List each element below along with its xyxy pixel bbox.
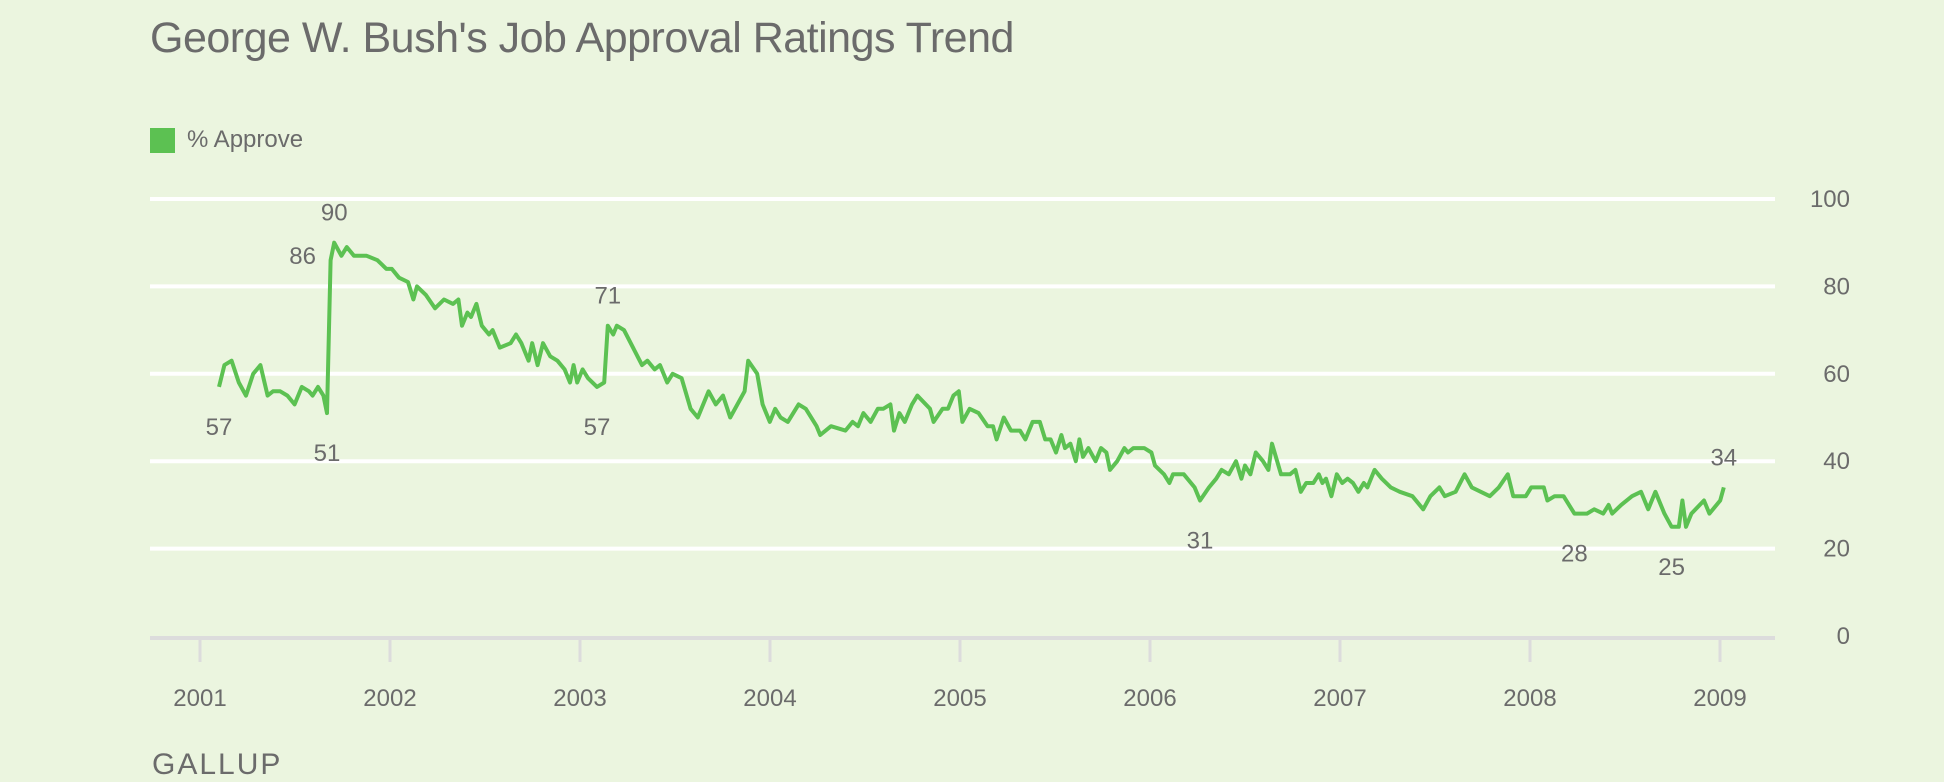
x-tick-label: 2004 (743, 685, 796, 712)
series-line-approve (217, 240, 1726, 529)
data-label: 34 (1710, 444, 1737, 471)
data-label: 71 (594, 283, 621, 310)
data-label: 28 (1561, 541, 1588, 568)
y-tick-label: 100 (1810, 186, 1850, 213)
x-tick-label: 2001 (173, 685, 226, 712)
legend-label-approve: % Approve (187, 126, 304, 153)
chart-title: George W. Bush's Job Approval Ratings Tr… (150, 14, 1014, 62)
y-tick-label: 60 (1823, 361, 1850, 388)
y-tick-label: 0 (1837, 623, 1850, 650)
data-label: 90 (321, 200, 348, 227)
x-tick-label: 2005 (933, 685, 986, 712)
y-tick-label: 20 (1823, 536, 1850, 563)
gridlines (150, 197, 1775, 551)
source-label: GALLUP (152, 748, 283, 781)
data-label: 31 (1187, 528, 1214, 555)
x-tick-label: 2007 (1313, 685, 1366, 712)
x-tick-label: 2006 (1123, 685, 1176, 712)
data-label: 57 (584, 414, 611, 441)
legend: % Approve (150, 126, 303, 154)
x-axis (150, 636, 1775, 662)
y-tick-label: 80 (1823, 273, 1850, 300)
x-tick-label: 2008 (1503, 685, 1556, 712)
x-tick-label: 2002 (363, 685, 416, 712)
legend-swatch-approve (150, 127, 175, 153)
series-approve (217, 240, 1726, 529)
x-tick-label: 2009 (1693, 685, 1746, 712)
data-label: 25 (1658, 554, 1685, 581)
y-tick-label: 40 (1823, 448, 1850, 475)
data-label: 86 (289, 243, 316, 270)
x-tick-label: 2003 (553, 685, 606, 712)
x-axis-labels: 2001 2002 2003 2004 2005 2006 2007 2008 2009 (173, 685, 1746, 712)
y-axis-labels: 0 20 40 60 80 100 (1810, 186, 1850, 650)
data-label: 57 (206, 414, 233, 441)
data-label: 51 (314, 440, 341, 467)
